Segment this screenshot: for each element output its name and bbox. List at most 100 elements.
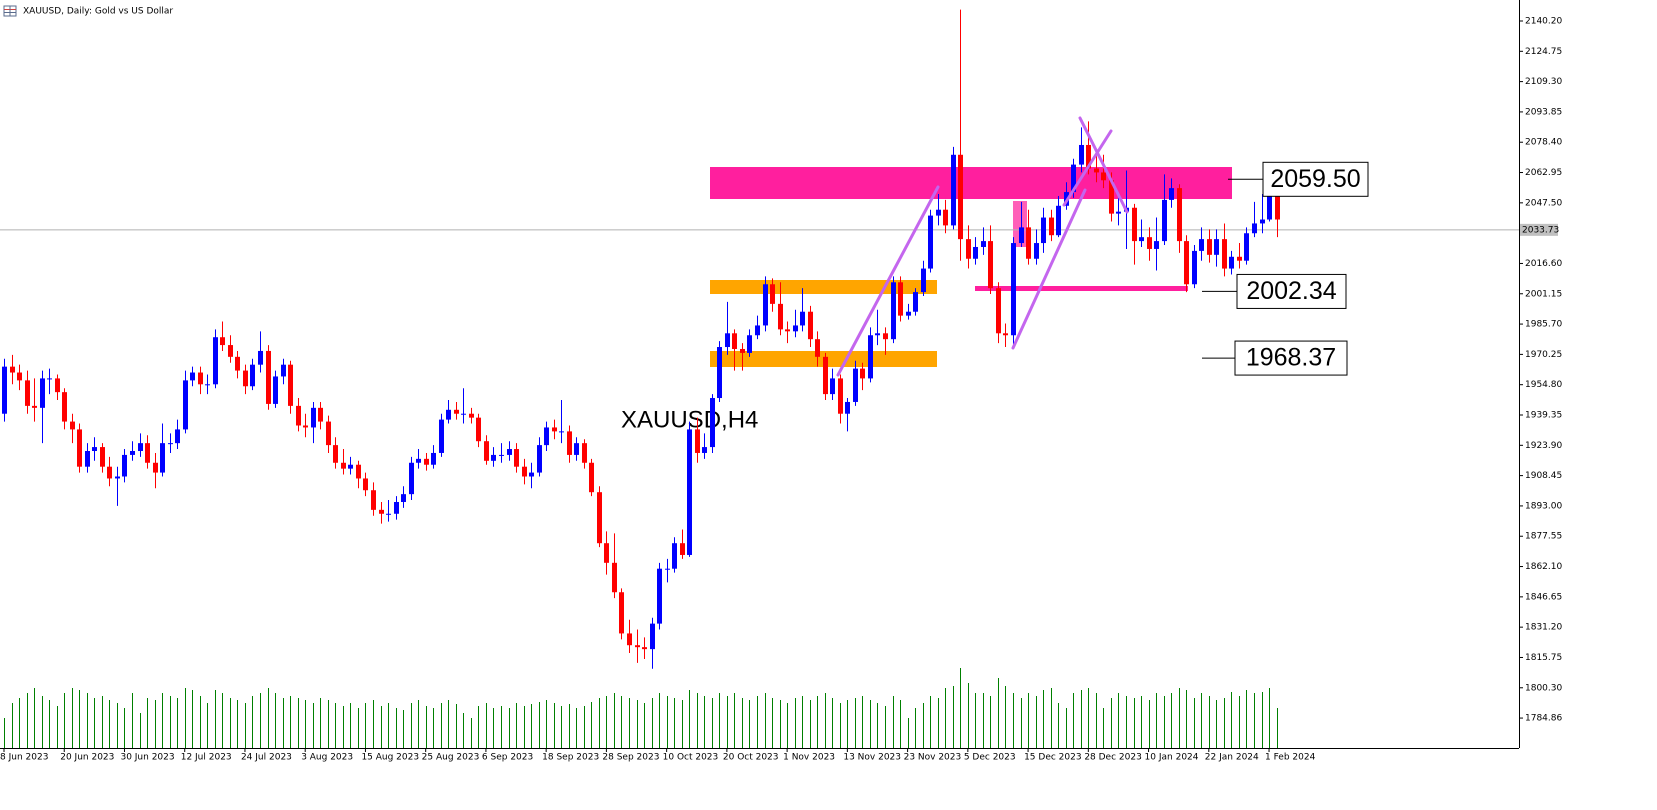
last-price-label: 2033.73	[1522, 225, 1559, 235]
candle-body	[966, 239, 971, 259]
candle-body	[1275, 190, 1280, 220]
last-price-box	[1520, 223, 1558, 236]
candle-body	[70, 421, 75, 430]
candle-body	[680, 543, 685, 555]
y-tick-label: 2062.95	[1525, 168, 1562, 178]
candle-body	[537, 445, 542, 473]
level-label: 2059.50	[1270, 165, 1360, 193]
y-tick-label: 1877.55	[1525, 532, 1562, 542]
candle-body	[25, 380, 30, 406]
candle-body	[1252, 223, 1257, 234]
x-tick-label: 24 Jul 2023	[241, 753, 292, 763]
x-tick-label: 28 Dec 2023	[1084, 753, 1142, 763]
candle-body	[363, 478, 368, 491]
candle-body	[62, 392, 67, 422]
candle-body	[1094, 168, 1099, 173]
candle-body	[702, 447, 707, 453]
candle-body	[808, 311, 813, 340]
candle-body	[205, 384, 210, 386]
candle-body	[981, 241, 986, 247]
candle-body	[883, 333, 888, 340]
candle-body	[1199, 239, 1204, 251]
candle-body	[770, 284, 775, 304]
candle-body	[815, 339, 820, 357]
candle-body	[567, 431, 572, 455]
candle-body	[356, 464, 361, 479]
candle-body	[318, 407, 323, 422]
candle-body	[1116, 211, 1121, 214]
candle-body	[665, 568, 670, 570]
candle-body	[973, 246, 978, 259]
candle-body	[439, 419, 444, 453]
candle-body	[1244, 233, 1249, 261]
candle-body	[574, 443, 579, 455]
candle-body	[710, 398, 715, 448]
candle-body	[1214, 239, 1219, 255]
x-tick-label: 15 Dec 2023	[1024, 753, 1082, 763]
y-tick-label: 2001.15	[1525, 289, 1562, 299]
candle-body	[371, 490, 376, 510]
candle-body	[446, 409, 451, 420]
candle-body	[913, 292, 918, 312]
y-tick-label: 1939.35	[1525, 410, 1562, 420]
candle-body	[732, 333, 737, 349]
candle-body	[281, 364, 286, 377]
candle-body	[416, 458, 421, 463]
candle-body	[213, 337, 218, 385]
candle-body	[1177, 188, 1182, 242]
candle-body	[958, 154, 963, 240]
candle-body	[1162, 199, 1167, 242]
y-tick-label: 1846.65	[1525, 592, 1562, 602]
y-tick-label: 2109.30	[1525, 77, 1562, 87]
y-tick-label: 2078.40	[1525, 138, 1562, 148]
candle-body	[747, 335, 752, 353]
candle-body	[243, 370, 248, 387]
x-tick-label: 6 Sep 2023	[482, 753, 533, 763]
candle-body	[778, 303, 783, 330]
candle-body	[582, 443, 587, 463]
candle-body	[514, 449, 519, 467]
candle-body	[906, 311, 911, 316]
candle-body	[424, 458, 429, 465]
candle-body	[687, 429, 692, 555]
candle-body	[936, 209, 941, 216]
candle-body	[220, 337, 225, 346]
x-tick-label: 20 Jun 2023	[60, 753, 114, 763]
x-tick-label: 3 Aug 2023	[301, 753, 353, 763]
candle-body	[145, 443, 150, 463]
candle-body	[1086, 144, 1091, 169]
candle-body	[1109, 180, 1114, 214]
candle-body	[32, 405, 37, 408]
candle-body	[469, 413, 474, 418]
candle-body	[461, 413, 466, 415]
x-tick-label: 25 Aug 2023	[422, 753, 480, 763]
candle-body	[635, 645, 640, 648]
support-line	[975, 286, 1188, 291]
candle-body	[1132, 207, 1137, 242]
candle-body	[853, 368, 858, 402]
candle-body	[672, 543, 677, 569]
candle-body	[175, 429, 180, 444]
candle-body	[657, 568, 662, 624]
candle-body	[1222, 239, 1227, 269]
candle-body	[153, 462, 158, 473]
candle-body	[122, 454, 127, 477]
trend-line	[1011, 188, 1087, 350]
y-tick-label: 2093.85	[1525, 107, 1562, 117]
candle-body	[273, 376, 278, 404]
y-tick-label: 2047.50	[1525, 198, 1562, 208]
candle-body	[619, 592, 624, 634]
candle-body	[10, 366, 15, 373]
candle-body	[868, 335, 873, 379]
candle-body	[228, 345, 233, 357]
y-tick-label: 1954.80	[1525, 380, 1562, 390]
candle-body	[838, 378, 843, 414]
x-tick-label: 22 Jan 2024	[1205, 753, 1259, 763]
y-tick-label: 1831.20	[1525, 623, 1562, 633]
candle-body	[823, 356, 828, 395]
candle-body	[1071, 164, 1076, 193]
candle-body	[115, 476, 120, 479]
candle-body	[988, 241, 993, 289]
candle-body	[92, 447, 97, 451]
